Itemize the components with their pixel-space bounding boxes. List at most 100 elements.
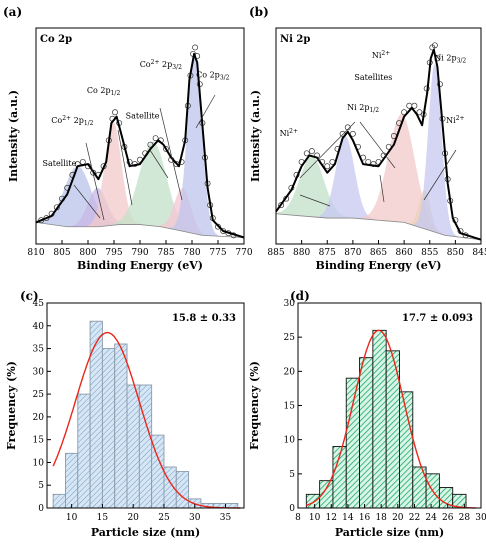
- fit-envelope: [35, 52, 245, 239]
- y-tick-label: 5: [289, 470, 295, 480]
- peak-label: Co2+ 2p1/2: [51, 115, 93, 127]
- x-tick-label: 810: [27, 248, 44, 258]
- raw-point: [370, 161, 377, 168]
- raw-point: [303, 150, 310, 157]
- x-tick-label: 880: [293, 248, 310, 258]
- x-tick-label: 845: [472, 248, 486, 258]
- annotation-pointer: [195, 94, 216, 129]
- panel-tag: (c): [20, 289, 39, 303]
- annotation-pointer: [379, 174, 385, 203]
- raw-point: [112, 109, 118, 116]
- histogram-bar: [345, 377, 361, 509]
- y-tick-label: 5: [38, 481, 44, 491]
- x-tick-label: 15: [97, 513, 109, 523]
- histogram-bar: [77, 393, 91, 509]
- raw-point: [411, 102, 418, 109]
- annotation-pointer: [73, 184, 101, 219]
- mean-size-annotation: 17.7 ± 0.093: [402, 313, 473, 324]
- x-tick-label: 875: [319, 248, 336, 258]
- x-axis-label: Particle size (nm): [91, 526, 200, 539]
- panel-tag: (a): [3, 5, 22, 19]
- x-tick-label: 22: [409, 513, 420, 523]
- peak-label: Satellite: [42, 159, 76, 168]
- x-tick-label: 25: [158, 513, 170, 523]
- spectrum-label: Co 2p: [40, 34, 72, 45]
- y-tick-label: 25: [284, 333, 296, 343]
- y-tick-label: 0: [38, 504, 44, 514]
- background-line: [275, 213, 482, 241]
- annotation-pointer: [85, 142, 105, 221]
- raw-point: [308, 148, 315, 155]
- raw-point: [79, 158, 86, 165]
- component-peak-3: [36, 141, 244, 238]
- raw-point: [192, 44, 199, 51]
- x-tick-label: 770: [235, 248, 252, 258]
- x-tick-label: 795: [105, 248, 122, 258]
- y-tick-label: 40: [33, 322, 45, 332]
- y-tick-label: 35: [33, 345, 45, 355]
- x-tick-label: 14: [342, 513, 354, 523]
- x-tick-label: 805: [53, 248, 70, 258]
- x-tick-label: 790: [131, 248, 148, 258]
- annotation-pointer: [299, 194, 331, 207]
- panel-tag: (b): [249, 5, 269, 19]
- x-tick-label: 860: [396, 248, 413, 258]
- peak-label: Satellite: [126, 112, 160, 121]
- x-tick-label: 28: [459, 513, 471, 523]
- x-axis-label: Binding Energy (eV): [316, 259, 442, 272]
- x-tick-label: 26: [442, 513, 454, 523]
- y-tick-label: 15: [284, 402, 296, 412]
- histogram-bar: [89, 320, 103, 509]
- y-tick-label: 30: [33, 367, 45, 377]
- histogram-bar: [372, 329, 387, 509]
- y-tick-label: 25: [33, 390, 45, 400]
- y-tick-label: 30: [284, 299, 296, 309]
- x-tick-label: 20: [127, 513, 139, 523]
- histogram-bar: [52, 493, 66, 509]
- histogram-panel-d: 8 10 12 14 16 18 20 22 24 26 28 30 0 5 10 15 20 25 30 Parti…: [248, 289, 486, 539]
- mean-size-annotation: 15.8 ± 0.33: [172, 313, 236, 324]
- y-axis-label: Frequency (%): [248, 361, 261, 450]
- peak-label: Ni2+: [372, 50, 390, 60]
- annotation-pointer: [359, 121, 396, 169]
- x-tick-label: 10: [66, 513, 78, 523]
- x-tick-label: 855: [421, 248, 438, 258]
- histogram-bar: [101, 348, 116, 509]
- component-peak-1: [36, 187, 244, 238]
- raw-point: [431, 42, 438, 49]
- histogram-bar: [305, 493, 321, 509]
- x-tick-label: 785: [157, 248, 174, 258]
- histogram-bar: [126, 384, 140, 509]
- x-tick-label: 10: [309, 513, 321, 523]
- x-tick-label: 775: [209, 248, 226, 258]
- histogram-bar: [65, 452, 79, 509]
- peak-label: Ni 2p3/2: [434, 53, 466, 64]
- y-axis-label: Intensity (a.u.): [7, 90, 20, 182]
- gaussian-fit-line: [52, 331, 241, 509]
- x-tick-label: 30: [475, 513, 486, 523]
- component-peak-1: [276, 136, 481, 240]
- raw-point: [163, 146, 169, 152]
- x-axis-label: Particle size (nm): [335, 526, 444, 539]
- peak-label: Ni2+: [446, 115, 464, 125]
- raw-point: [324, 163, 331, 170]
- peak-label: Ni2+: [280, 128, 298, 138]
- histogram-panel-c: 10 15 20 25 30 35 0 5 10 15 20 25 30 35 40 45 Particle s…: [5, 289, 245, 539]
- histogram-bar: [359, 357, 374, 509]
- component-peak-0: [276, 156, 481, 240]
- annotation-pointer: [159, 107, 183, 201]
- y-tick-label: 15: [33, 436, 45, 446]
- x-tick-label: 24: [425, 513, 437, 523]
- raw-point: [349, 130, 356, 137]
- x-tick-label: 20: [392, 513, 404, 523]
- y-axis-label: Frequency (%): [5, 361, 18, 450]
- x-tick-label: 30: [189, 513, 201, 523]
- x-tick-label: 780: [183, 248, 200, 258]
- annotation-pointer: [117, 129, 133, 206]
- histogram-bar: [114, 343, 128, 509]
- component-peak-2: [276, 114, 481, 240]
- peak-label: Satellites: [354, 73, 392, 82]
- raw-point: [278, 202, 285, 209]
- x-tick-label: 870: [344, 248, 361, 258]
